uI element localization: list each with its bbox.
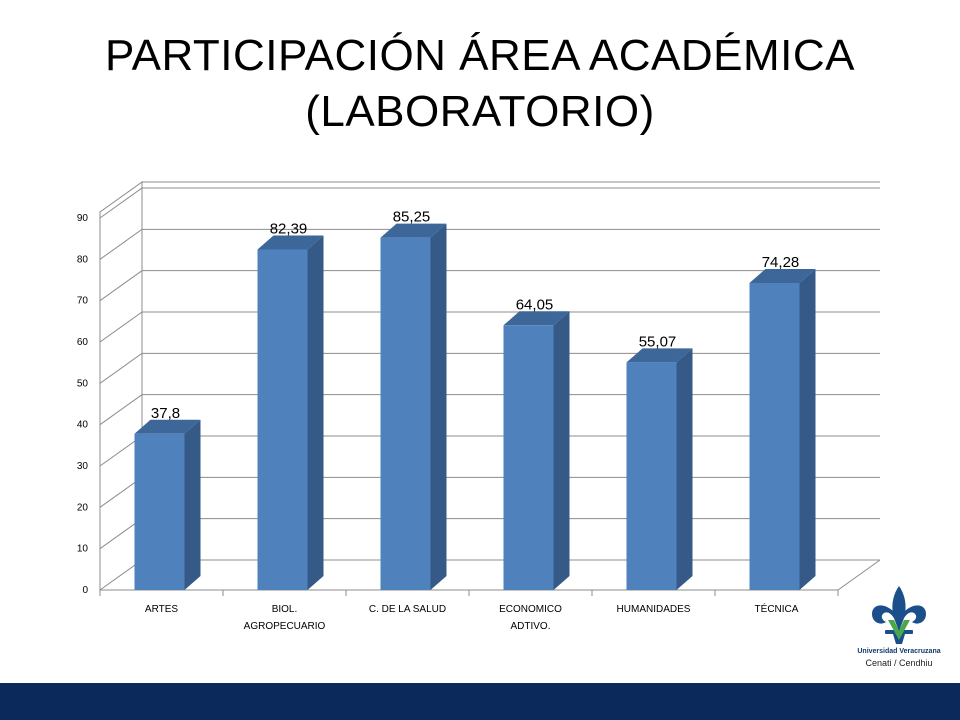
data-label: 74,28 <box>762 254 800 271</box>
bar <box>626 348 693 590</box>
data-label: 37,8 <box>151 405 180 422</box>
y-tick-label: 70 <box>77 296 89 307</box>
bar-front <box>749 282 800 590</box>
y-tick-label: 40 <box>77 420 89 431</box>
x-tick-label: TÉCNICA <box>755 602 799 615</box>
university-logo: Universidad Veracruzana Cenati / Cendhiu <box>838 582 960 682</box>
bar-front <box>626 362 677 590</box>
bar-top <box>503 311 570 326</box>
y-tick-label: 0 <box>82 585 88 596</box>
x-tick-label-line: AGROPECUARIO <box>244 621 326 632</box>
bar-front <box>380 237 431 590</box>
data-label: 64,05 <box>516 296 554 313</box>
chart-axis: 0 10 20 30 40 50 60 70 80 90 <box>77 213 839 596</box>
data-label: 85,25 <box>393 209 431 226</box>
bar-top <box>626 348 693 363</box>
bar-front <box>503 325 554 590</box>
y-tick-label: 90 <box>77 213 89 224</box>
x-tick-label-line: BIOL. <box>272 604 298 615</box>
bar-front <box>257 249 308 591</box>
x-tick-label: ECONOMICO ADTIVO. <box>499 604 562 632</box>
chart-labels: 37,8 ARTES 82,39 BIOL. AGROPECUARIO 85,25 C. D… <box>145 209 799 632</box>
y-tick-label: 50 <box>77 378 89 389</box>
bar-side <box>184 419 201 590</box>
slide-title-line-1: PARTICIPACIÓN ÁREA ACADÉMICA <box>105 31 855 80</box>
bar <box>749 268 816 590</box>
logo-subtitle: Cenati / Cendhiu <box>865 658 933 668</box>
bar <box>380 223 447 590</box>
bar-side <box>553 311 570 590</box>
bar-top <box>749 268 816 283</box>
bar <box>257 235 324 591</box>
bar-top <box>134 419 201 434</box>
x-tick-label-line: HUMANIDADES <box>617 604 691 615</box>
bar-top <box>380 223 447 238</box>
fleur-de-lis-icon <box>872 586 926 644</box>
bar <box>134 419 201 590</box>
y-tick-label: 80 <box>77 254 89 265</box>
x-tick-label-line: ARTES <box>145 604 178 615</box>
x-tick-label-line: ADTIVO. <box>510 621 550 632</box>
data-label: 55,07 <box>639 333 677 350</box>
y-tick-label: 10 <box>77 544 89 555</box>
bar-top <box>257 235 324 250</box>
bar-front <box>134 433 185 590</box>
slide-title-line-2: (LABORATORIO) <box>305 87 655 136</box>
gridline <box>99 187 880 219</box>
y-tick-label: 60 <box>77 337 89 348</box>
x-tick-label-line: TÉCNICA <box>755 602 799 615</box>
chart-bars <box>134 223 816 591</box>
x-tick-label-line: C. DE LA SALUD <box>369 604 446 615</box>
footer-bar <box>0 683 960 720</box>
logo-university-name: Universidad Veracruzana <box>857 648 941 655</box>
slide-title: PARTICIPACIÓN ÁREA ACADÉMICA (LABORATORI… <box>0 28 960 140</box>
bar-side <box>676 348 693 590</box>
data-label: 82,39 <box>270 220 308 237</box>
x-tick-label: C. DE LA SALUD <box>369 604 446 615</box>
bar-side <box>430 223 447 590</box>
bar <box>503 311 570 590</box>
x-tick-label-line: ECONOMICO <box>499 604 562 615</box>
x-tick-label: BIOL. AGROPECUARIO <box>244 604 326 632</box>
x-tick-label: HUMANIDADES <box>617 604 691 615</box>
x-tick-label: ARTES <box>145 604 178 615</box>
y-tick-label: 30 <box>77 461 89 472</box>
bar-side <box>799 268 816 590</box>
y-tick-label: 20 <box>77 502 89 513</box>
bar-side <box>307 235 324 591</box>
chart-side-wall <box>99 181 143 590</box>
